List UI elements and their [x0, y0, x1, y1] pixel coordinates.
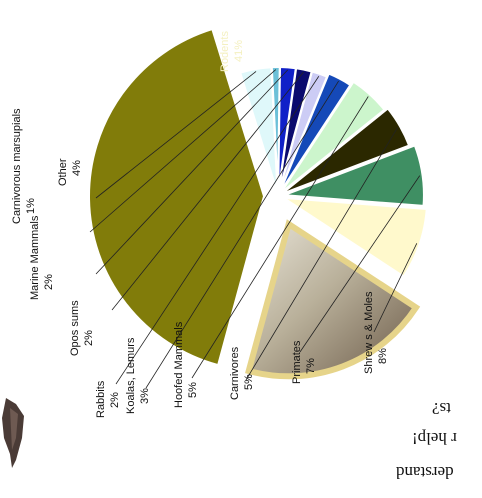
- slice-label: Carnivorous marsupials 1%: [11, 108, 37, 224]
- slice-label: Other 4%: [57, 158, 83, 186]
- leader-line: [95, 71, 257, 199]
- slice-label: Koalas, Lemurs 3%: [125, 337, 151, 414]
- slice-label-name: Shrew s & Moles: [363, 291, 375, 374]
- slice-label: Hoofed Mammals 5%: [173, 321, 199, 408]
- slice-label-name: Carnivorous marsupials: [11, 108, 23, 224]
- leader-line: [373, 243, 418, 333]
- slice-label-name: Other: [57, 158, 69, 186]
- slice-label-value: 8%: [377, 348, 389, 364]
- pie-slice-bats: [245, 219, 421, 380]
- slice-label-value: 4%: [71, 160, 83, 176]
- leader-line: [145, 80, 339, 389]
- pie-slice-rodents: [88, 27, 266, 367]
- slice-label-value: 41%: [233, 40, 245, 62]
- slice-label-value: 7%: [305, 358, 317, 374]
- slice-label: Opos sums 2%: [69, 300, 95, 356]
- slice-label: Rodents 41%: [219, 31, 245, 72]
- pie-slice-koalas-lemurs: [278, 72, 352, 194]
- slice-label-name: Opos sums: [69, 300, 81, 356]
- slice-label-name: Marine Mammals: [29, 215, 41, 300]
- slice-label-value: 3%: [139, 388, 151, 404]
- slice-label-name: Carnivores: [229, 346, 241, 400]
- slice-label-value: 5%: [187, 382, 199, 398]
- pie-slice-other: [238, 66, 279, 194]
- leader-line: [245, 127, 398, 381]
- slice-label-name: Hoofed Mammals: [173, 321, 185, 408]
- leader-line: [95, 69, 289, 275]
- leader-line: [111, 71, 304, 311]
- slice-label: Carnivores 5%: [229, 346, 255, 400]
- slice-label: Rabbits 2%: [95, 380, 121, 418]
- slice-label: Primates 7%: [291, 340, 317, 384]
- slice-label-name: Rabbits: [95, 380, 107, 418]
- slice-label-value: 2%: [109, 392, 121, 408]
- caption-line-2: r help!: [412, 429, 457, 448]
- bat-icon: [2, 398, 24, 468]
- pie-slice-hoofed-mammals: [279, 80, 386, 194]
- slice-label-value: 2%: [83, 330, 95, 346]
- slice-label-value: 1%: [25, 198, 37, 214]
- pie-slice-carnivores: [280, 107, 411, 195]
- slice-label-name: Rodents: [219, 31, 231, 72]
- pie-slice-primates: [283, 144, 425, 207]
- slice-label: Marine Mammals 2%: [29, 215, 55, 300]
- caption-line-3: ts?: [432, 399, 451, 418]
- caption-line-1: derstand: [396, 463, 454, 482]
- slice-label-value: 2%: [43, 274, 55, 290]
- slice-label-name: Koalas, Lemurs: [125, 337, 137, 414]
- slice-label-name: Primates: [291, 340, 303, 384]
- slice-label-value: 5%: [243, 374, 255, 390]
- leader-line: [89, 69, 277, 233]
- leader-line: [299, 175, 421, 353]
- slice-label: Shrew s & Moles 8%: [363, 291, 389, 374]
- leader-line: [115, 76, 320, 385]
- leader-line: [191, 96, 369, 379]
